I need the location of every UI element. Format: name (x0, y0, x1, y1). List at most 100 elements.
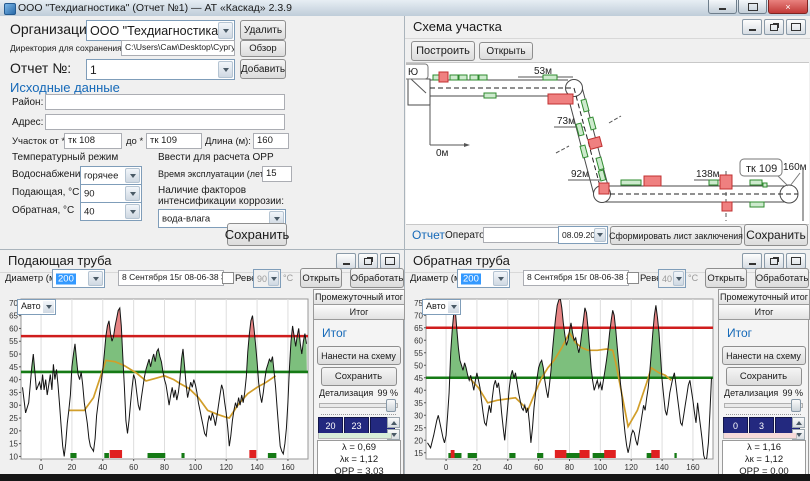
address-field[interactable] (45, 114, 285, 130)
app-icon (4, 3, 16, 15)
supply-process-button[interactable]: Обработать (350, 268, 404, 288)
district-field[interactable] (45, 94, 285, 110)
svg-text:45: 45 (414, 374, 423, 383)
scheme-defect-markers (433, 72, 767, 211)
return-process-button[interactable]: Обработать (755, 268, 809, 288)
return-auto-select[interactable]: Авто (422, 299, 461, 315)
return-file-field[interactable]: 8 Сентября 15г 08-06-38 Зап (523, 270, 629, 286)
bottom-edge (0, 474, 810, 481)
supply-open-button[interactable]: Открыть (300, 268, 342, 288)
supply-cells-row: 20 23 (318, 417, 396, 434)
scheme-restore-icon[interactable] (764, 19, 784, 35)
section-from-field[interactable]: тк 108 (64, 133, 122, 149)
years-label: Время эксплуатации (лет): (158, 169, 269, 179)
return-tab-intermediate[interactable]: Промежуточный итог (718, 289, 810, 305)
svg-text:120: 120 (625, 463, 639, 472)
supply-temp-dropdown[interactable]: 90 (253, 269, 281, 288)
svg-text:80: 80 (160, 463, 169, 472)
return-results: λ = 1,16 λк = 1,12 ОРР = 0,00 (722, 440, 806, 475)
return-temp-dropdown[interactable]: 40 (658, 269, 686, 288)
svg-text:20: 20 (414, 436, 423, 445)
return-restore-icon[interactable] (764, 253, 784, 269)
return-tab-total[interactable]: Итог (718, 304, 810, 320)
close-icon[interactable]: × (768, 0, 808, 14)
svg-text:35: 35 (9, 388, 18, 397)
supply-cell-1[interactable]: 20 (318, 417, 343, 434)
browse-button[interactable]: Обзор (240, 40, 286, 57)
svg-text:80: 80 (565, 463, 574, 472)
report-select[interactable]: 1 (86, 59, 235, 80)
supply-maximize-icon[interactable] (380, 253, 400, 269)
section-to-field[interactable]: тк 109 (146, 133, 202, 149)
supply-detail-value: 99 % (377, 388, 398, 398)
return-scroll-up-icon[interactable] (792, 417, 805, 428)
scheme-tk109-label: тк 109 (746, 163, 777, 175)
scheme-panel: Схема участка Построить Открыть (405, 16, 810, 249)
svg-text:160: 160 (686, 463, 700, 472)
return-reverse-checkbox[interactable] (627, 272, 639, 284)
build-button[interactable]: Построить (411, 41, 475, 61)
supply-save-button[interactable]: Сохранить (321, 367, 397, 386)
return-temp-unit: °C (688, 273, 698, 283)
return-cell-2[interactable]: 3 (749, 417, 774, 434)
return-temp-select[interactable]: 40 (80, 202, 142, 221)
svg-text:55: 55 (414, 349, 423, 358)
organization-select[interactable]: ООО "Техдиагностика" (86, 20, 235, 41)
supply-restore-icon[interactable] (358, 253, 378, 269)
years-field[interactable]: 15 (262, 166, 292, 182)
operator-field[interactable] (483, 227, 561, 243)
supply-diameter-select[interactable]: 200 (52, 269, 105, 288)
length-field[interactable]: 160 (253, 133, 289, 149)
return-minimize-icon[interactable] (742, 253, 762, 269)
svg-text:40: 40 (98, 463, 107, 472)
supply-panel-title: Подающая труба (8, 253, 112, 268)
scheme-minimize-icon[interactable] (742, 19, 762, 35)
factors-label-line2: интенсификации коррозии: (158, 196, 284, 207)
return-save-button[interactable]: Сохранить (726, 367, 802, 386)
return-open-button[interactable]: Открыть (705, 268, 747, 288)
scheme-maximize-icon[interactable] (786, 19, 806, 35)
water-select[interactable]: горячее (80, 166, 142, 185)
return-slider-thumb[interactable] (791, 399, 801, 412)
return-panel-title: Обратная труба (413, 253, 510, 268)
add-button[interactable]: Добавить (240, 59, 286, 79)
return-slider-ticks (726, 412, 801, 415)
minimize-icon[interactable] (708, 0, 737, 14)
scheme-open-button[interactable]: Открыть (479, 42, 533, 60)
svg-text:25: 25 (9, 414, 18, 423)
return-diameter-select[interactable]: 200 (457, 269, 510, 288)
return-lambda-label: λ = (747, 442, 760, 453)
delete-button[interactable]: Удалить (240, 20, 286, 40)
supply-apply-button[interactable]: Нанести на схему (317, 346, 401, 365)
supply-file-field[interactable]: 8 Сентября 15г 08-06-38 Зап (118, 270, 224, 286)
return-maximize-icon[interactable] (786, 253, 806, 269)
return-cell-1[interactable]: 0 (723, 417, 748, 434)
supply-scroll-up-icon[interactable] (387, 417, 400, 428)
form-save-button[interactable]: Сохранить (227, 223, 287, 246)
date-select[interactable]: 08.09.2015 (558, 226, 608, 244)
generate-report-button[interactable]: Сформировать лист заключения (610, 226, 742, 245)
scheme-73m-label: 73м (557, 116, 575, 127)
supply-temp-select[interactable]: 90 (80, 184, 142, 203)
supply-minimize-icon[interactable] (336, 253, 356, 269)
scheme-save-button[interactable]: Сохранить (744, 224, 808, 246)
report-section-label: Отчет (412, 228, 445, 242)
supply-detail-slider[interactable] (319, 399, 398, 410)
supply-tab-total[interactable]: Итог (313, 304, 405, 320)
scheme-centerline (430, 88, 798, 194)
maximize-icon[interactable] (738, 0, 767, 14)
return-apply-button[interactable]: Нанести на схему (722, 346, 806, 365)
supply-pipe-panel: Подающая труба Диаметр (мм): 200 8 Сентя… (0, 250, 404, 481)
supply-slider-thumb[interactable] (386, 399, 396, 412)
directory-field[interactable]: C:\Users\Сам\Desktop\Сургут 1 (121, 40, 235, 56)
scheme-corner-label: Ю (408, 67, 418, 78)
supply-reverse-checkbox[interactable] (222, 272, 234, 284)
return-detail-slider[interactable] (724, 399, 803, 410)
svg-text:60: 60 (129, 463, 138, 472)
svg-text:55: 55 (9, 337, 18, 346)
scheme-92m-label: 92м (571, 169, 589, 180)
supply-cell-2[interactable]: 23 (344, 417, 369, 434)
return-detail-label: Детализация (724, 388, 778, 398)
supply-auto-select[interactable]: Авто (17, 299, 56, 315)
supply-tab-intermediate[interactable]: Промежуточный итог (313, 289, 405, 305)
